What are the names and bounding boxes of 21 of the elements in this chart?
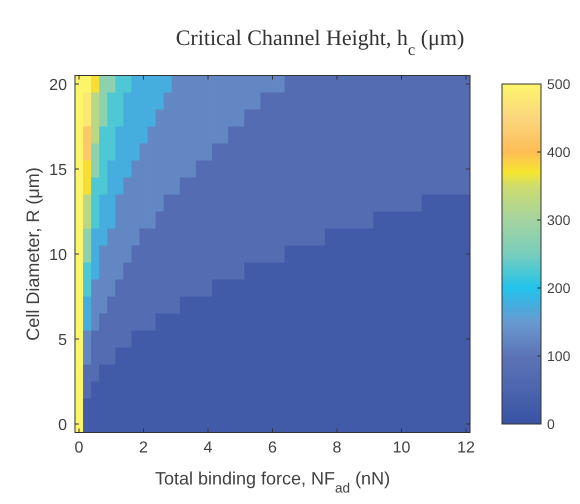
- x-tick-label: 8: [332, 440, 342, 456]
- x-tick-label: 6: [268, 440, 278, 456]
- color-bar-label: 0: [547, 416, 555, 432]
- x-tick-label: 4: [204, 440, 213, 456]
- x-tick-label: 0: [74, 440, 84, 456]
- y-tick-label: 0: [58, 417, 68, 434]
- color-bar-label: 400: [547, 144, 571, 160]
- x-axis-title: Total binding force, NF$_{ad}$ (nN): [154, 468, 390, 495]
- x-tick-label: 10: [392, 440, 410, 456]
- color-bar-label: 200: [547, 280, 571, 296]
- y-tick-label: 5: [58, 332, 68, 349]
- y-tick-label: 20: [49, 77, 68, 94]
- y-tick-label: 10: [49, 247, 68, 264]
- color-bar-label: 100: [547, 348, 571, 364]
- x-tick-label: 2: [139, 440, 148, 456]
- chart-title: Critical Channel Height, h$_{c}$ (μm): [176, 25, 464, 58]
- y-axis-title: Cell Diameter, R (μm): [22, 167, 43, 341]
- color-bar-label: 500: [547, 76, 571, 92]
- color-bar-label: 300: [547, 212, 571, 228]
- x-tick-label: 12: [457, 440, 475, 456]
- y-tick-label: 15: [49, 162, 68, 179]
